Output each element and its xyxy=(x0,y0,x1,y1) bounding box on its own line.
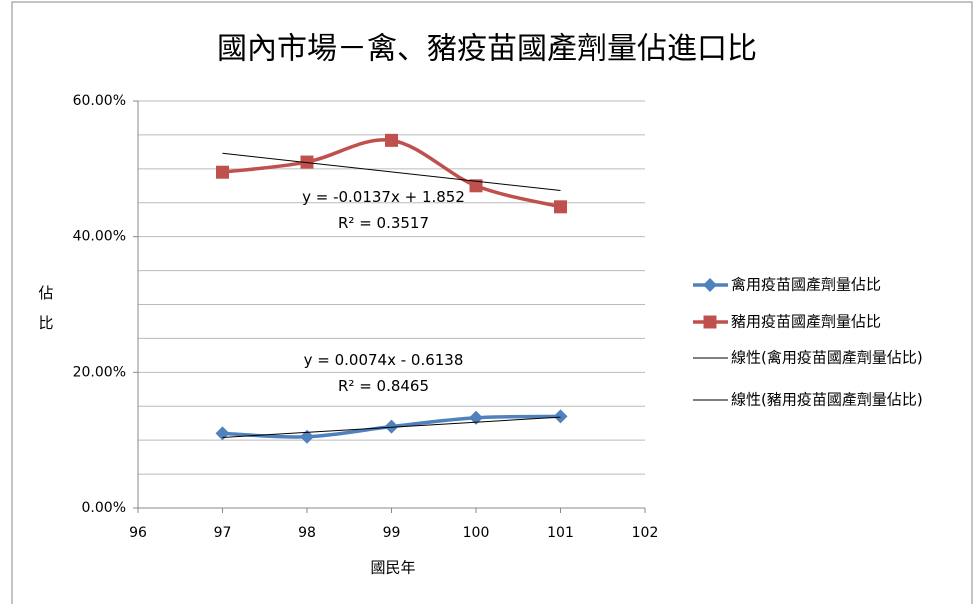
y-axis-label: 佔比 xyxy=(38,284,53,332)
marker xyxy=(469,410,483,425)
marker xyxy=(300,155,314,169)
annotation: R² = 0.8465 xyxy=(338,377,429,395)
chart-title: 國內市場－禽、豬疫苗國產劑量佔進口比 xyxy=(217,32,757,67)
x-axis-label: 國民年 xyxy=(370,559,415,577)
trend-line xyxy=(222,416,561,438)
marker xyxy=(385,133,398,147)
marker xyxy=(216,165,229,179)
y-tick-label: 60.00% xyxy=(73,93,126,109)
legend-label: 禽用疫苗國產劑量佔比 xyxy=(731,276,881,294)
chart-frame xyxy=(11,1,973,604)
y-axis-label-char: 比 xyxy=(38,314,53,332)
x-tick-label: 97 xyxy=(214,525,232,541)
annotation: R² = 0.3517 xyxy=(338,214,429,232)
marker xyxy=(300,429,314,444)
marker xyxy=(554,200,567,214)
annotation: y = 0.0074x - 0.6138 xyxy=(304,351,464,369)
x-tick-label: 101 xyxy=(547,525,574,541)
marker xyxy=(553,409,568,424)
y-tick-label: 0.00% xyxy=(82,500,126,516)
marker xyxy=(384,419,399,434)
y-tick-label: 40.00% xyxy=(73,229,126,245)
legend-label: 線性(豬用疫苗國產劑量佔比) xyxy=(731,391,923,409)
annotation: y = -0.0137x + 1.852 xyxy=(302,188,465,206)
y-axis-label-char: 佔 xyxy=(38,284,53,302)
x-tick-label: 96 xyxy=(129,525,147,541)
x-tick-label: 102 xyxy=(632,525,659,541)
marker xyxy=(469,179,483,193)
marker xyxy=(703,278,717,292)
trend-line xyxy=(222,152,561,192)
x-tick-label: 98 xyxy=(298,525,316,541)
legend-label: 線性(禽用疫苗國產劑量佔比) xyxy=(731,349,923,367)
x-tick-label: 99 xyxy=(383,525,401,541)
y-tick-label: 20.00% xyxy=(73,364,126,380)
x-tick-label: 100 xyxy=(463,525,490,541)
legend-label: 豬用疫苗國產劑量佔比 xyxy=(731,313,881,331)
marker xyxy=(703,315,717,329)
